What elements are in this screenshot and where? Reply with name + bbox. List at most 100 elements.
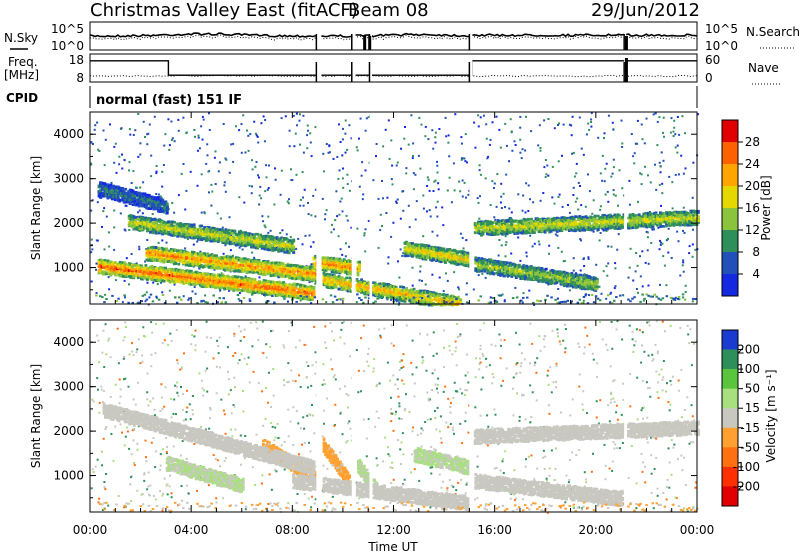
echo-cell [155,272,158,275]
scatter-point [478,217,481,220]
echo-cell [226,279,230,283]
scatter-point [310,302,313,305]
echo-cell [194,270,198,274]
echo-cell [146,274,149,278]
scatter-point [605,297,608,300]
scatter-point [397,260,399,263]
scatter-point [255,161,258,163]
scatter-point [660,204,662,207]
scatter-point [144,260,147,263]
scatter-point [510,264,513,267]
echo-cell [129,268,133,271]
scatter-point [433,180,436,183]
echo-cell [97,264,101,267]
scatter-point [113,161,116,164]
scatter-point [325,209,328,212]
scatter-point [517,236,520,239]
scatter-point [527,210,530,212]
scatter-point [375,155,377,158]
scatter-point [307,213,310,216]
scatter-point [160,281,162,284]
scatter-point [633,162,636,165]
scatter-point [628,179,631,182]
echo-cell [191,279,195,282]
scatter-point [623,194,625,197]
scatter-point [120,127,123,130]
scatter-point [173,211,176,214]
scatter-point [332,228,335,231]
scatter-point [621,142,624,145]
echo-cell [214,283,217,287]
scatter-point [260,122,263,125]
echo-cell [112,272,116,275]
scatter-point [607,114,610,117]
echo-cell [236,275,240,279]
scatter-point [510,211,513,214]
scatter-point [348,245,350,248]
scatter-point [678,298,681,301]
scatter-point [673,119,676,122]
scatter-point [659,244,662,246]
scatter-point [489,296,492,299]
scatter-point [602,270,605,273]
scatter-point [558,193,561,196]
scatter-point [668,175,671,178]
scatter-point [379,229,382,232]
scatter-point [422,235,425,238]
scatter-point [588,190,591,193]
scatter-point [463,157,466,160]
echo-cell [124,268,128,272]
echo-cell [97,271,101,275]
echo-cell [209,256,212,260]
scatter-point [527,184,530,187]
echo-cell [117,263,121,266]
scatter-point [572,151,575,154]
scatter-point [306,147,309,150]
noise-gap [469,23,473,49]
echo-cell [144,264,148,267]
echo-cell [212,282,216,285]
echo-cell [109,265,113,268]
scatter-point [107,276,110,279]
echo-cell [130,271,134,275]
echo-cell [118,267,122,271]
echo-cell [180,276,184,279]
echo-cell [165,277,169,280]
scatter-point [551,196,554,199]
scatter-point [402,209,405,212]
scatter-point [182,295,185,298]
echo-cell [133,272,137,275]
scatter-point [248,184,251,187]
scatter-point [411,266,414,269]
scatter-point [511,149,514,152]
scatter-point [294,132,297,135]
scatter-point [436,171,439,174]
scatter-point [661,182,664,185]
scatter-point [105,215,108,218]
echo-cell [248,270,252,274]
echo-cell [345,276,348,280]
scatter-point [519,138,522,141]
echo-cell [138,270,142,274]
scatter-point [224,244,227,247]
scatter-point [113,226,116,229]
scatter-point [94,124,97,127]
noise-spike [368,36,372,50]
scatter-point [210,183,213,186]
echo-cell [197,271,201,275]
scatter-point [493,187,495,189]
scatter-point [263,224,266,227]
cpid-label: CPID [6,91,38,105]
echo-cell [246,285,249,289]
scatter-point [584,205,587,208]
echo-cell [102,266,105,269]
echo-cell [127,275,131,278]
echo-cell [247,279,251,282]
scatter-point [692,161,695,164]
scatter-point [479,195,481,198]
scatter-point [258,176,260,179]
echo-cell [252,289,255,293]
scatter-point [399,248,402,251]
scatter-point [121,153,123,156]
cpid-value: normal (fast) 151 IF [96,93,242,108]
